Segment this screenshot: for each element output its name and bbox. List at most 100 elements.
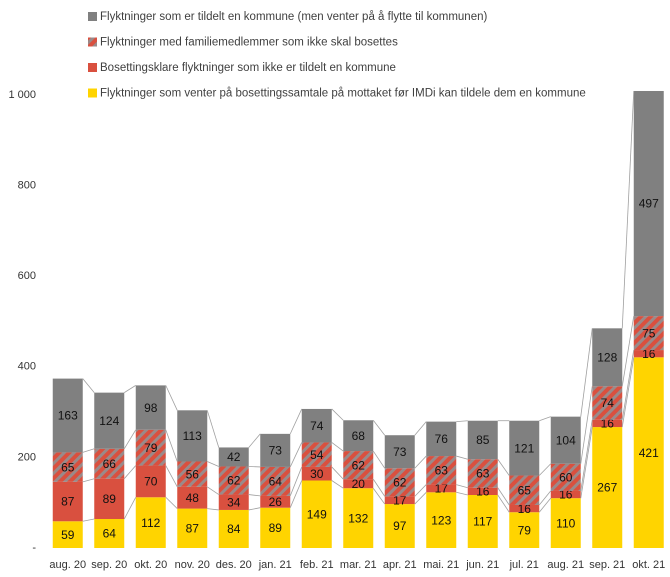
series-line — [414, 421, 427, 436]
bar-segment — [94, 392, 125, 449]
series-line — [123, 465, 137, 479]
legend-swatch — [88, 37, 97, 47]
series-line — [331, 466, 344, 480]
bar-segment — [550, 416, 581, 464]
data-label: 128 — [597, 350, 617, 364]
legend-swatch — [88, 88, 97, 98]
data-label: 110 — [556, 516, 575, 530]
bar-segment — [384, 468, 415, 497]
data-label: 79 — [144, 441, 158, 455]
series-line — [539, 416, 551, 422]
data-label: 26 — [269, 495, 283, 509]
series-line — [123, 429, 137, 450]
series-line — [621, 349, 635, 420]
data-label: 87 — [61, 495, 75, 509]
series-line — [414, 492, 427, 505]
data-label: 98 — [144, 401, 158, 415]
data-label: 60 — [559, 471, 573, 485]
series-line — [580, 328, 593, 417]
data-label: 113 — [183, 429, 202, 443]
data-label: 66 — [103, 457, 117, 471]
bar-segment — [633, 90, 664, 317]
data-label: 104 — [556, 433, 576, 447]
x-tick-label: sep. 20 — [91, 559, 127, 571]
data-label: 62 — [352, 458, 366, 472]
x-tick-label: feb. 21 — [300, 559, 334, 571]
x-tick-label: okt. 20 — [134, 559, 167, 571]
x-tick-label: mai. 21 — [423, 559, 459, 571]
legend-label: Flyktninger som er tildelt en kommune (m… — [100, 11, 487, 23]
series-line — [124, 385, 136, 393]
data-label: 75 — [642, 326, 656, 340]
series-line — [621, 90, 635, 329]
bar-segment — [52, 521, 83, 548]
bar-segment — [509, 475, 540, 505]
data-label: 63 — [476, 467, 490, 481]
bar-segment — [177, 508, 208, 548]
series-line — [165, 496, 178, 509]
bar-segment — [467, 420, 498, 460]
bar-segment — [94, 448, 125, 479]
data-label: 421 — [639, 446, 659, 460]
bar-segment — [343, 451, 374, 480]
data-label: 16 — [642, 347, 656, 361]
bar-segment — [384, 496, 415, 505]
bar-segment — [135, 465, 166, 498]
data-label: 17 — [435, 482, 449, 496]
data-label: 64 — [269, 475, 283, 489]
bar-segment — [135, 385, 166, 430]
data-label: 70 — [144, 475, 158, 489]
bar-segment — [509, 512, 540, 548]
series-line — [82, 378, 95, 393]
data-label: 267 — [597, 481, 617, 495]
data-label: 16 — [518, 502, 532, 516]
x-tick-label: aug. 21 — [547, 559, 584, 571]
data-label: 123 — [431, 513, 451, 527]
data-label: 42 — [227, 450, 241, 464]
data-label: 112 — [141, 516, 160, 530]
data-label: 62 — [393, 475, 407, 489]
y-tick-label: 400 — [18, 361, 36, 373]
series-line — [248, 433, 261, 448]
series-line — [289, 442, 303, 468]
series-line — [207, 508, 219, 511]
series-line — [372, 450, 386, 469]
bar-segment — [301, 480, 332, 548]
bar-segment — [550, 498, 581, 548]
bar-segment — [384, 435, 415, 469]
bar-segment — [343, 420, 374, 452]
bar-segment — [633, 316, 664, 351]
data-label: 163 — [58, 409, 78, 423]
bar-segment — [177, 410, 208, 462]
bar-segment — [509, 420, 540, 476]
bar-segment — [592, 427, 623, 548]
y-tick-label: 800 — [18, 180, 36, 192]
bar-segment — [177, 486, 208, 509]
series-line — [82, 448, 95, 453]
series-line — [289, 480, 303, 508]
bar-segment — [467, 487, 498, 496]
data-label: 74 — [601, 396, 615, 410]
bar-segment — [52, 481, 83, 522]
bar-segment — [301, 466, 332, 481]
bar-segment — [633, 357, 664, 548]
data-label: 16 — [601, 417, 615, 431]
bar-segment — [467, 459, 498, 488]
bar-segment — [218, 466, 249, 495]
series-line — [248, 507, 261, 511]
series-line — [372, 478, 386, 497]
legend-swatch — [88, 12, 97, 21]
series-line — [165, 385, 178, 411]
data-label: 89 — [103, 492, 117, 506]
series-line — [372, 487, 386, 505]
bar-segment — [301, 442, 332, 467]
bar-segment — [550, 490, 581, 499]
series-line — [372, 420, 386, 436]
bar-segment — [467, 495, 498, 548]
series-line — [538, 463, 552, 476]
legend-label: Flyktninger som venter på bosettingssamt… — [100, 88, 586, 100]
data-label: 74 — [310, 419, 324, 433]
series-line — [248, 494, 261, 497]
data-label: 497 — [639, 197, 659, 211]
